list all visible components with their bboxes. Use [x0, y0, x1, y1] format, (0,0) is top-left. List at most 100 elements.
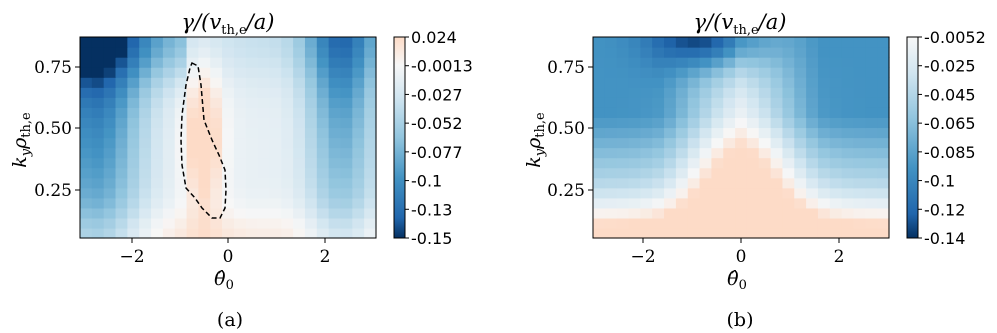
- panel-a-cell: [91, 67, 105, 78]
- panel-b-cell: [652, 227, 665, 239]
- panel-b-cell: [723, 187, 736, 199]
- panel-a-cell: [269, 97, 282, 108]
- panel-b-cell: [616, 197, 630, 209]
- panel-a-cell: [233, 47, 247, 58]
- panel-b-cell: [865, 167, 878, 179]
- panel-a-cell: [364, 147, 377, 159]
- panel-a-cell: [269, 187, 282, 199]
- panel-a-cell: [304, 157, 318, 169]
- panel-a-cell: [222, 107, 235, 118]
- panel-b-cell: [806, 227, 819, 239]
- panel-b-cell: [711, 227, 724, 239]
- panel-a-cell: [222, 67, 235, 78]
- panel-a-cell: [139, 77, 152, 88]
- panel-a-cell: [269, 167, 282, 179]
- panel-b-cell: [640, 37, 653, 48]
- panel-b-cell: [829, 77, 843, 88]
- panel-b-cell: [758, 197, 772, 209]
- panel-a-cell: [186, 147, 199, 159]
- panel-b-colorbar-ticks: -0.0052 -0.025 -0.045 -0.065 -0.085 -0.1 -0.12…: [918, 28, 986, 248]
- panel-a-cell: [80, 177, 93, 189]
- panel-b-cell: [699, 217, 712, 229]
- panel-a-cell: [91, 147, 105, 159]
- panel-b-colorbar-tick-label: -0.065: [924, 114, 976, 133]
- panel-a-cell: [269, 197, 282, 209]
- panel-b-cell: [723, 67, 736, 78]
- panel-a-cell: [198, 207, 211, 219]
- panel-a-cell: [162, 77, 176, 88]
- panel-a-cell: [115, 87, 128, 98]
- panel-b-cell: [640, 157, 653, 169]
- panel-a-cell: [340, 137, 353, 149]
- panel-a-cell: [139, 187, 152, 199]
- panel-a-cell: [127, 127, 140, 139]
- panel-b-cell: [865, 177, 878, 189]
- panel-a-cell: [257, 77, 271, 88]
- panel-b-cell: [877, 87, 890, 98]
- panel-a-cell: [198, 117, 211, 129]
- panel-a-cell: [151, 57, 164, 68]
- panel-b-cell: [593, 157, 606, 169]
- panel-a-cell: [91, 127, 105, 139]
- panel-b-cell: [817, 217, 831, 229]
- panel-a-cell: [222, 147, 235, 159]
- panel-b-cell: [616, 127, 630, 139]
- panel-b-cell: [758, 167, 772, 179]
- panel-a-cell: [257, 57, 271, 68]
- panel-b-cell: [616, 107, 630, 118]
- panel-b-cell: [664, 137, 677, 149]
- panel-a-cell: [80, 217, 93, 229]
- panel-b-cell: [616, 87, 630, 98]
- panel-b-cell: [664, 57, 677, 68]
- panel-b-cell: [652, 127, 665, 139]
- panel-a-cell: [103, 127, 117, 139]
- panel-b-cell: [652, 47, 665, 58]
- panel-b-cell: [865, 67, 878, 78]
- panel-a-cell: [257, 117, 271, 129]
- panel-a-y-ticks: 0.25 0.50 0.75: [34, 58, 80, 201]
- panel-a-cell: [281, 77, 294, 88]
- panel-a-cell: [103, 67, 117, 78]
- panel-a-cell: [364, 87, 377, 98]
- panel-a-cell: [103, 97, 117, 108]
- panel-b-cell: [829, 47, 843, 58]
- panel-b-cell: [628, 207, 641, 219]
- panel-a-cell: [139, 227, 152, 239]
- panel-b-cell: [758, 157, 772, 169]
- panel-a-cell: [91, 137, 105, 149]
- panel-a-cell: [103, 207, 117, 219]
- panel-b-cell: [652, 57, 665, 68]
- panel-b-cell: [675, 157, 689, 169]
- panel-a-cell: [115, 67, 128, 78]
- panel-b-cell: [841, 77, 855, 88]
- panel-a-cell: [269, 147, 282, 159]
- panel-b-cell: [841, 217, 855, 229]
- panel-b-cell: [652, 107, 665, 118]
- panel-a-cell: [328, 67, 342, 78]
- panel-a-heatmap: [80, 37, 377, 239]
- panel-b-cell: [865, 97, 878, 108]
- panel-b-cell: [699, 87, 712, 98]
- panel-b-xtick-label: −2: [630, 247, 655, 267]
- panel-a-cell: [115, 37, 128, 48]
- panel-a-cell: [233, 167, 247, 179]
- panel-b-cell: [853, 37, 866, 48]
- panel-b-cell: [853, 77, 866, 88]
- panel-a-cell: [127, 47, 140, 58]
- panel-b-cell: [664, 107, 677, 118]
- panel-b-ylabel: kyρth,e: [523, 112, 548, 168]
- panel-b-cell: [723, 77, 736, 88]
- panel-b-cell: [604, 147, 618, 159]
- panel-b-cell: [758, 67, 772, 78]
- panel-a-cell: [127, 57, 140, 68]
- panel-a-cell: [340, 77, 353, 88]
- panel-b-cell: [675, 167, 689, 179]
- panel-b-cell: [616, 117, 630, 129]
- panel-b-cell: [877, 147, 890, 159]
- panel-a-cell: [151, 97, 164, 108]
- panel-b-cell: [841, 57, 855, 68]
- panel-b-cell: [853, 177, 866, 189]
- panel-b-cell: [616, 167, 630, 179]
- panel-b-cell: [640, 197, 653, 209]
- panel-a-cell: [245, 107, 259, 118]
